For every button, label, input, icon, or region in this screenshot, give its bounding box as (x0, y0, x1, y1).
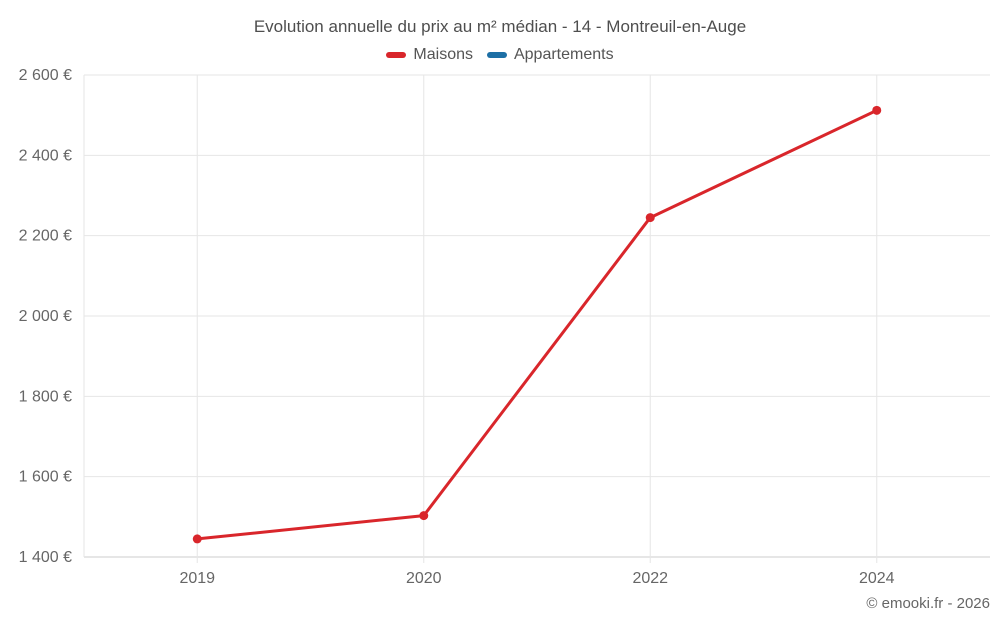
maisons-swatch-icon (386, 52, 407, 58)
y-axis-tick-label: 2 400 € (19, 147, 72, 164)
y-axis-tick-label: 2 000 € (19, 308, 72, 325)
y-axis-tick-label: 2 200 € (19, 228, 72, 245)
legend-label-maisons: Maisons (413, 46, 473, 63)
legend-item-maisons[interactable]: Maisons (386, 46, 473, 64)
x-axis-tick-label: 2024 (859, 570, 895, 587)
data-point-maisons-2020[interactable] (419, 511, 429, 521)
legend-label-appartements: Appartements (513, 46, 614, 63)
x-axis-tick-label: 2020 (406, 570, 442, 587)
copyright: © emooki.fr - 2026 (866, 595, 990, 612)
x-axis-tick-label: 2022 (632, 570, 668, 587)
y-axis-tick-label: 1 400 € (19, 549, 72, 566)
legend-item-appartements[interactable]: Appartements (486, 46, 614, 64)
data-point-maisons-2022[interactable] (645, 213, 655, 223)
y-axis-tick-label: 2 600 € (19, 67, 72, 84)
y-axis-tick-label: 1 600 € (19, 469, 72, 486)
data-point-maisons-2019[interactable] (192, 534, 202, 544)
data-point-maisons-2024[interactable] (872, 105, 882, 115)
legend: Maisons Appartements (0, 46, 1000, 64)
chart-title: Evolution annuelle du prix au m² médian … (253, 17, 747, 36)
x-axis-tick-label: 2019 (179, 570, 215, 587)
y-axis-tick-label: 1 800 € (19, 388, 72, 405)
appartements-swatch-icon (486, 52, 507, 58)
series-line-maisons (195, 108, 879, 541)
